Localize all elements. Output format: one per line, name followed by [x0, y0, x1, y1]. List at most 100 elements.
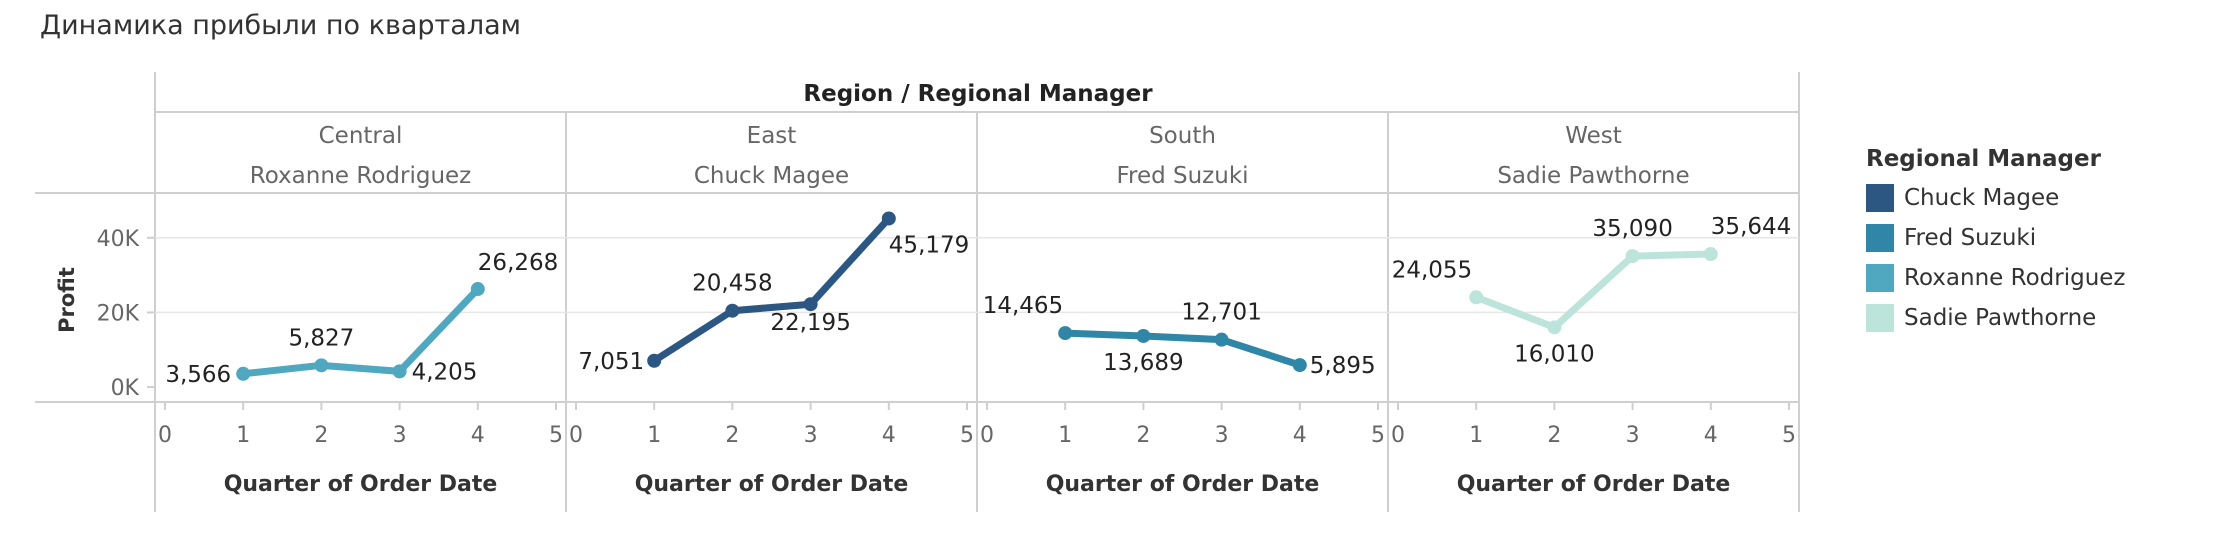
- x-tick-label: 2: [1136, 423, 1150, 448]
- data-point: [1703, 247, 1718, 262]
- series-line: [1061, 329, 1304, 369]
- data-label: 13,689: [1103, 350, 1183, 376]
- x-tick-label: 4: [1293, 423, 1307, 448]
- data-label: 7,051: [578, 349, 644, 375]
- data-point: [1136, 328, 1151, 343]
- panel-manager-label: Chuck Magee: [694, 163, 849, 189]
- data-label: 35,644: [1711, 214, 1791, 240]
- legend-swatch: [1866, 304, 1894, 332]
- x-axis-title: Quarter of Order Date: [1046, 472, 1320, 497]
- data-point: [647, 353, 662, 368]
- data-label: 22,195: [770, 310, 850, 336]
- x-tick-label: 5: [1371, 423, 1385, 448]
- y-tick-label: 20K: [97, 301, 140, 326]
- y-axis-title: Profit: [55, 267, 79, 333]
- panel-west: West Sadie Pawthorne 0 1 2 3 4 5 Quarter of Orde…: [1388, 123, 1799, 497]
- x-tick-label: 3: [393, 423, 407, 448]
- panel-manager-label: Fred Suzuki: [1116, 163, 1248, 189]
- panel-region-label: Central: [319, 123, 403, 149]
- panel-region-label: South: [1149, 123, 1216, 149]
- chart-area: Region / Regional Manager Profit 0K20K40…: [35, 72, 1800, 512]
- x-axis-title: Quarter of Order Date: [635, 472, 909, 497]
- x-tick-label: 0: [569, 423, 583, 448]
- legend-swatch: [1866, 184, 1894, 212]
- x-axis-title: Quarter of Order Date: [224, 472, 498, 497]
- legend-label: Chuck Magee: [1904, 185, 2060, 211]
- x-tick-label: 3: [1215, 423, 1229, 448]
- data-point: [1214, 332, 1229, 347]
- data-label: 16,010: [1514, 341, 1594, 367]
- data-label: 4,205: [412, 359, 478, 385]
- legend-title: Regional Manager: [1866, 146, 2101, 172]
- legend-item[interactable]: Chuck Magee: [1866, 178, 2206, 218]
- chart-header: Region / Regional Manager: [803, 81, 1153, 107]
- data-label: 14,465: [983, 293, 1063, 319]
- legend-swatch: [1866, 264, 1894, 292]
- data-point: [314, 358, 329, 373]
- data-point: [1292, 358, 1307, 373]
- x-tick-label: 1: [236, 423, 250, 448]
- chart-panels: Central Roxanne Rodriguez 0 1 2 3 4 5 Quarter of…: [155, 123, 1799, 497]
- data-label: 20,458: [692, 271, 772, 297]
- y-axis: 0K 20K 40K: [97, 227, 155, 401]
- x-tick-label: 1: [1469, 423, 1483, 448]
- data-label: 5,827: [288, 325, 354, 351]
- panel-east: East Chuck Magee 0 1 2 3 4 5 Quarter of Order Da…: [566, 123, 977, 497]
- x-tick-label: 5: [960, 423, 974, 448]
- data-point: [1625, 249, 1640, 264]
- x-tick-label: 1: [1058, 423, 1072, 448]
- data-label: 3,566: [165, 362, 231, 388]
- legend-item[interactable]: Sadie Pawthorne: [1866, 298, 2206, 338]
- data-point: [1058, 326, 1073, 341]
- series-line: [650, 214, 893, 365]
- x-axis-title: Quarter of Order Date: [1457, 472, 1731, 497]
- panel-manager-label: Roxanne Rodriguez: [250, 163, 472, 189]
- x-tick-label: 4: [882, 423, 896, 448]
- x-tick-label: 1: [647, 423, 661, 448]
- legend-item[interactable]: Roxanne Rodriguez: [1866, 258, 2206, 298]
- legend: Regional Manager Chuck Magee Fred Suzuki…: [1866, 146, 2206, 338]
- x-tick-label: 2: [725, 423, 739, 448]
- data-point: [1547, 320, 1562, 335]
- x-tick-label: 5: [1782, 423, 1796, 448]
- legend-swatch: [1866, 224, 1894, 252]
- data-label: 35,090: [1592, 216, 1672, 242]
- data-point: [470, 282, 485, 297]
- data-label: 5,895: [1310, 353, 1376, 379]
- chart-frame: [35, 72, 1800, 512]
- x-tick-label: 2: [1547, 423, 1561, 448]
- y-tick-label: 40K: [97, 227, 140, 252]
- legend-label: Roxanne Rodriguez: [1904, 265, 2126, 291]
- y-tick-label: 0K: [111, 376, 140, 401]
- page-title: Динамика прибыли по кварталам: [40, 10, 521, 41]
- x-tick-label: 0: [158, 423, 172, 448]
- data-label: 45,179: [889, 232, 969, 258]
- x-tick-label: 4: [471, 423, 485, 448]
- x-tick-label: 0: [980, 423, 994, 448]
- data-point: [803, 297, 818, 312]
- x-tick-label: 4: [1704, 423, 1718, 448]
- panel-region-label: West: [1565, 123, 1622, 149]
- x-tick-label: 3: [1626, 423, 1640, 448]
- x-tick-label: 5: [549, 423, 563, 448]
- series-line: [1472, 250, 1715, 331]
- data-label: 26,268: [478, 250, 558, 276]
- x-tick-label: 2: [314, 423, 328, 448]
- x-tick-label: 0: [1391, 423, 1405, 448]
- data-point: [392, 364, 407, 379]
- series-line: [239, 285, 482, 378]
- panel-manager-label: Sadie Pawthorne: [1497, 163, 1689, 189]
- legend-item[interactable]: Fred Suzuki: [1866, 218, 2206, 258]
- data-label: 24,055: [1392, 257, 1472, 283]
- panel-region-label: East: [747, 123, 797, 149]
- data-label: 12,701: [1181, 300, 1261, 326]
- data-point: [236, 366, 251, 381]
- legend-label: Fred Suzuki: [1904, 225, 2037, 251]
- data-point: [1469, 290, 1484, 305]
- panel-central: Central Roxanne Rodriguez 0 1 2 3 4 5 Quarter of…: [155, 123, 566, 497]
- legend-label: Sadie Pawthorne: [1904, 305, 2097, 331]
- x-tick-label: 3: [804, 423, 818, 448]
- data-point: [881, 211, 896, 226]
- panel-south: South Fred Suzuki 0 1 2 3 4 5 Quarter of Order D…: [977, 123, 1388, 497]
- data-point: [725, 303, 740, 318]
